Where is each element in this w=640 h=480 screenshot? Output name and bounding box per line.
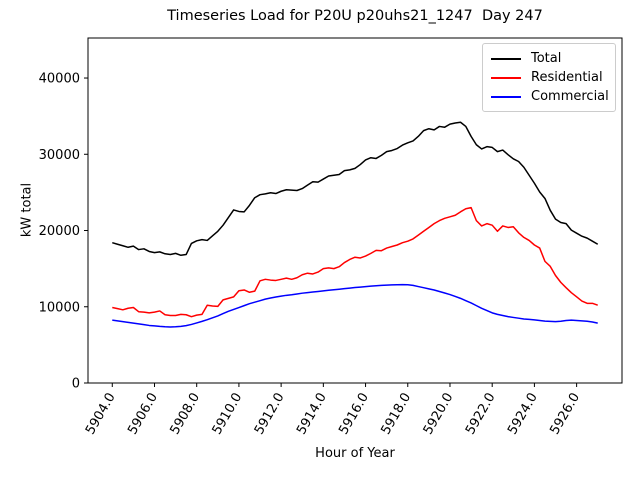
x-tick-label: 5922.0 — [463, 391, 499, 438]
legend-label-commercial: Commercial — [531, 89, 609, 104]
y-tick-label: 0 — [72, 377, 80, 392]
legend-entry-commercial: Commercial — [491, 87, 609, 106]
y-tick-label: 20000 — [39, 224, 80, 239]
x-tick-label: 5920.0 — [421, 391, 457, 438]
legend-line-total-icon — [491, 57, 521, 60]
x-tick-label: 5904.0 — [83, 391, 119, 438]
series-line-residential — [112, 206, 598, 318]
legend-entry-total: Total — [491, 49, 607, 68]
x-tick-label: 5914.0 — [294, 391, 330, 438]
x-tick-label: 5908.0 — [167, 391, 203, 438]
y-tick-label: 10000 — [39, 300, 80, 315]
legend-line-residential-icon — [491, 76, 521, 79]
legend-label-residential: Residential — [531, 70, 603, 85]
x-tick-label: 5910.0 — [210, 391, 246, 438]
legend-label-total: Total — [531, 51, 562, 66]
legend-line-commercial-icon — [491, 95, 521, 98]
x-tick-label: 5918.0 — [378, 391, 414, 438]
x-tick-label: 5916.0 — [336, 391, 372, 438]
y-tick-label: 30000 — [39, 148, 80, 163]
series-line-total — [112, 121, 599, 257]
legend-entry-residential: Residential — [491, 68, 607, 87]
x-tick-label: 5912.0 — [252, 391, 288, 438]
chart-title: Timeseries Load for P20U p20uhs21_1247 D… — [167, 8, 543, 24]
x-axis-label: Hour of Year — [315, 446, 395, 461]
axes-spines — [87, 37, 623, 384]
series-line-commercial — [112, 283, 598, 328]
x-tick-label: 5906.0 — [125, 391, 161, 438]
x-tick-label: 5924.0 — [505, 391, 541, 438]
legend: Total Residential Commercial — [482, 43, 616, 112]
x-tick-label: 5926.0 — [547, 391, 583, 438]
y-tick-label: 40000 — [39, 72, 80, 87]
y-axis-label: kW total — [19, 182, 35, 238]
